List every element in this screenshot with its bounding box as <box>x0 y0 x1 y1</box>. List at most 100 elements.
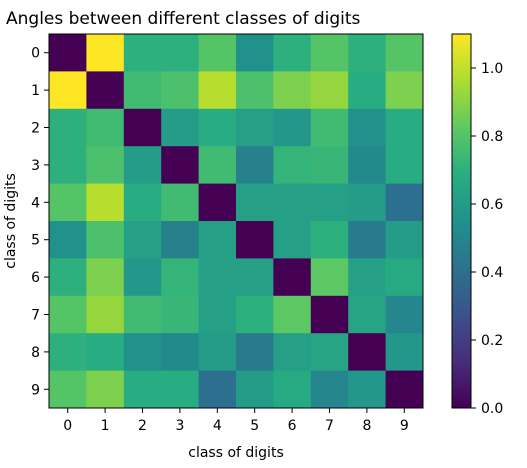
heatmap-cell-6-5 <box>236 258 274 297</box>
heatmap-cell-4-3 <box>161 183 199 222</box>
heatmap-cell-5-7 <box>310 221 349 259</box>
heatmap-cell-0-8 <box>348 34 386 72</box>
y-tick-label: 7 <box>31 308 40 324</box>
heatmap-cell-6-7 <box>310 258 349 297</box>
heatmap-cell-0-9 <box>385 34 424 72</box>
heatmap-cell-7-4 <box>198 295 237 334</box>
heatmap-cell-3-3 <box>161 146 199 184</box>
heatmap-cell-2-3 <box>161 108 199 147</box>
y-tick-label: 2 <box>31 121 40 137</box>
heatmap-cell-4-5 <box>236 183 274 222</box>
heatmap-cells <box>49 34 424 409</box>
heatmap-cell-2-8 <box>348 108 386 147</box>
heatmap-cell-6-8 <box>348 258 386 297</box>
heatmap-cell-2-9 <box>385 108 424 147</box>
heatmap-cell-7-5 <box>236 295 274 334</box>
heatmap-cell-4-2 <box>123 183 162 222</box>
heatmap-cell-4-9 <box>385 183 424 222</box>
heatmap-cell-2-0 <box>49 108 87 147</box>
heatmap-cell-9-3 <box>161 370 199 409</box>
x-tick-label: 8 <box>362 418 371 434</box>
heatmap-cell-8-6 <box>273 333 312 371</box>
heatmap-cell-2-7 <box>310 108 349 147</box>
heatmap-cell-9-1 <box>86 370 125 409</box>
heatmap-cell-3-0 <box>49 146 87 184</box>
heatmap-cell-9-8 <box>348 370 386 409</box>
heatmap-cell-4-7 <box>310 183 349 222</box>
heatmap-cell-8-7 <box>310 333 349 371</box>
heatmap-cell-9-7 <box>310 370 349 409</box>
heatmap-cell-1-8 <box>348 71 386 110</box>
plot-frame <box>48 33 424 409</box>
x-tick-label: 3 <box>175 418 184 434</box>
y-tick-label: 8 <box>31 345 40 361</box>
heatmap-cell-1-2 <box>123 71 162 110</box>
x-tick-label: 7 <box>325 418 334 434</box>
heatmap-cell-7-9 <box>385 295 424 334</box>
heatmap-cell-9-5 <box>236 370 274 409</box>
heatmap-cell-4-1 <box>86 183 125 222</box>
heatmap-cell-6-4 <box>198 258 237 297</box>
heatmap-cell-8-2 <box>123 333 162 371</box>
heatmap-cell-0-1 <box>86 34 125 72</box>
heatmap-cell-3-4 <box>198 146 237 184</box>
heatmap-cell-1-4 <box>198 71 237 110</box>
colorbar-tick-label: 0.4 <box>481 265 503 281</box>
colorbar-frame <box>451 33 472 409</box>
heatmap-cell-1-1 <box>86 71 125 110</box>
heatmap-cell-8-9 <box>385 333 424 371</box>
chart-title: Angles between different classes of digi… <box>6 9 361 29</box>
y-tick-label: 3 <box>31 158 40 174</box>
heatmap-cell-5-9 <box>385 221 424 259</box>
heatmap-cell-4-4 <box>198 183 237 222</box>
heatmap-cell-4-0 <box>49 183 87 222</box>
x-tick-label: 5 <box>250 418 259 434</box>
heatmap-cell-8-5 <box>236 333 274 371</box>
heatmap-cell-7-0 <box>49 295 87 334</box>
heatmap-cell-0-5 <box>236 34 274 72</box>
heatmap-cell-8-8 <box>348 333 386 371</box>
heatmap-cell-2-4 <box>198 108 237 147</box>
heatmap-cell-9-2 <box>123 370 162 409</box>
heatmap-cell-8-0 <box>49 333 87 371</box>
heatmap-cell-7-7 <box>310 295 349 334</box>
heatmap-cell-4-8 <box>348 183 386 222</box>
heatmap-cell-0-3 <box>161 34 199 72</box>
x-axis-label: class of digits <box>188 445 283 461</box>
heatmap-cell-1-3 <box>161 71 199 110</box>
colorbar-tick-label: 0.0 <box>481 401 503 417</box>
y-tick-label: 1 <box>31 83 40 99</box>
heatmap-cell-6-1 <box>86 258 125 297</box>
heatmap-cell-6-2 <box>123 258 162 297</box>
y-axis-label: class of digits <box>3 173 19 268</box>
x-tick-label: 2 <box>138 418 147 434</box>
heatmap-cell-0-4 <box>198 34 237 72</box>
heatmap-cell-2-2 <box>123 108 162 147</box>
y-tick-label: 9 <box>31 382 40 398</box>
heatmap-cell-6-6 <box>273 258 312 297</box>
x-axis-ticks: 0 1 2 3 4 5 6 7 8 9 <box>63 408 409 434</box>
colorbar-tick-label: 1.0 <box>481 61 503 77</box>
heatmap-cell-5-5 <box>236 221 274 259</box>
heatmap-cell-3-8 <box>348 146 386 184</box>
heatmap-cell-5-0 <box>49 221 87 259</box>
heatmap-cell-7-1 <box>86 295 125 334</box>
heatmap-cell-6-0 <box>49 258 87 297</box>
x-tick-label: 0 <box>63 418 72 434</box>
heatmap-cell-3-9 <box>385 146 424 184</box>
heatmap-cell-9-6 <box>273 370 312 409</box>
heatmap-cell-1-0 <box>49 71 87 110</box>
heatmap-cell-0-6 <box>273 34 312 72</box>
heatmap-cell-5-3 <box>161 221 199 259</box>
x-tick-label: 4 <box>213 418 222 434</box>
heatmap-cell-3-1 <box>86 146 125 184</box>
heatmap-cell-3-6 <box>273 146 312 184</box>
x-tick-label: 1 <box>101 418 110 434</box>
heatmap-cell-9-0 <box>49 370 87 409</box>
heatmap-cell-8-3 <box>161 333 199 371</box>
heatmap-cell-1-7 <box>310 71 349 110</box>
heatmap-cell-3-5 <box>236 146 274 184</box>
heatmap-cell-7-3 <box>161 295 199 334</box>
heatmap-cell-6-9 <box>385 258 424 297</box>
heatmap-cell-7-6 <box>273 295 312 334</box>
